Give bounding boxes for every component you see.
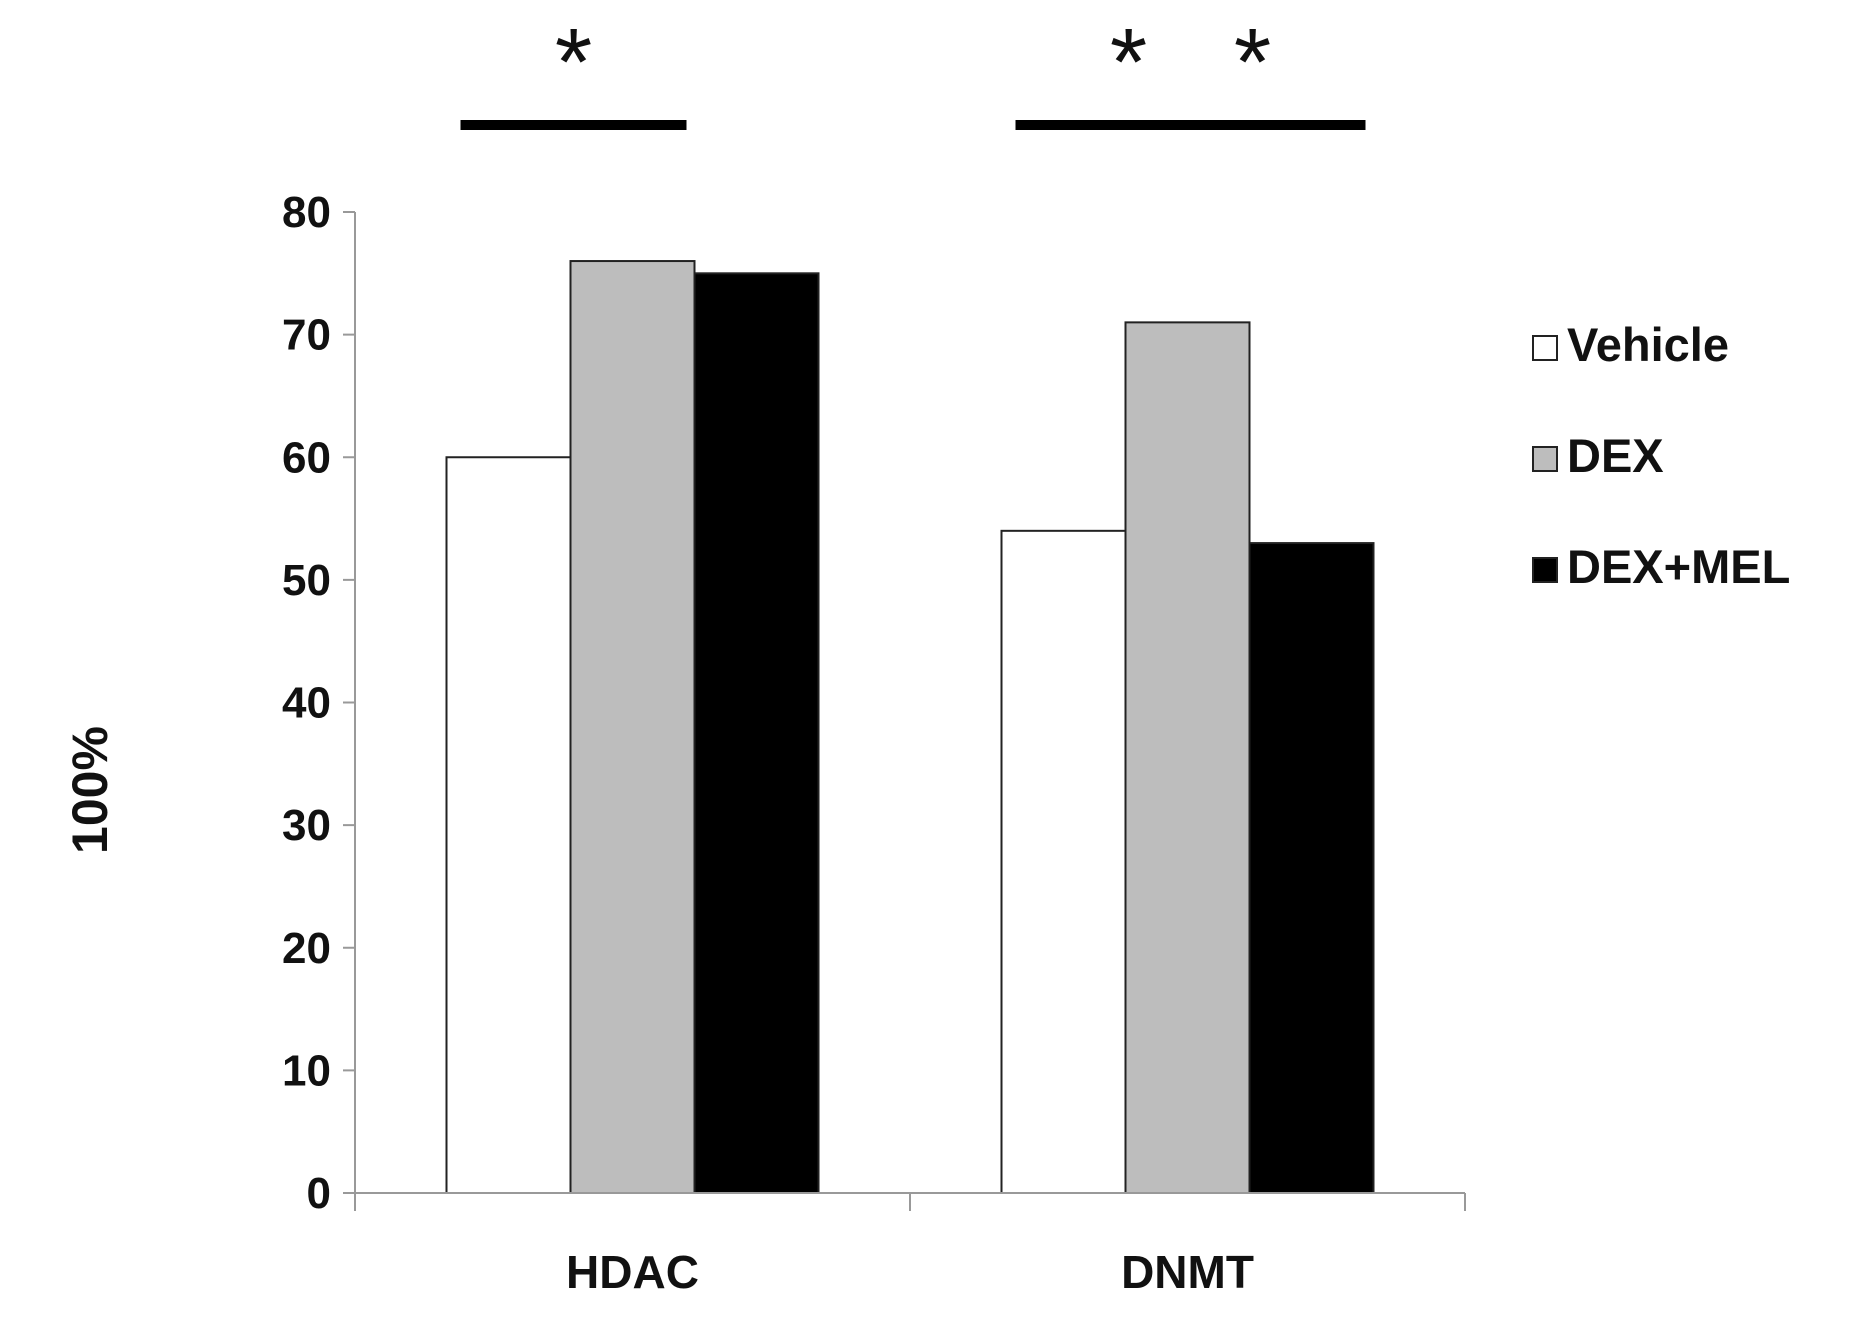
bar-dex-mel-dnmt	[1248, 542, 1375, 1194]
y-axis-title: 100%	[62, 726, 118, 854]
y-tick-label: 0	[307, 1169, 331, 1218]
significance-star: *	[1234, 9, 1271, 116]
y-tick-label: 20	[282, 924, 331, 973]
x-category-label: DNMT	[1121, 1246, 1254, 1298]
y-tick-label: 40	[282, 679, 331, 728]
significance-star: *	[555, 9, 592, 116]
y-tick-label: 60	[282, 433, 331, 482]
legend-label: DEX	[1567, 429, 1664, 482]
legend-swatch-vehicle	[1532, 335, 1558, 361]
axes: 0 10 20 30 40 50 60 70 80 HDAC DNMT 100%	[62, 188, 1466, 1298]
significance-star: *	[1110, 9, 1147, 116]
legend-swatch-dex	[1532, 446, 1558, 472]
legend-label: Vehicle	[1567, 318, 1729, 371]
y-tick-label: 50	[282, 556, 331, 605]
y-tick-label: 10	[282, 1046, 331, 1095]
bars-layer	[445, 260, 1375, 1194]
y-tick-label: 70	[282, 311, 331, 360]
bar-vehicle-dnmt	[1000, 529, 1127, 1194]
legend-swatch-dex-mel	[1532, 557, 1558, 583]
y-tick-label: 30	[282, 801, 331, 850]
legend: Vehicle DEX DEX+MEL	[1532, 318, 1790, 593]
y-tick-label: 80	[282, 188, 331, 237]
bar-dex-hdac	[569, 260, 696, 1194]
bar-dex-dnmt	[1124, 321, 1251, 1194]
bar-dex-mel-hdac	[693, 272, 820, 1194]
x-category-label: HDAC	[566, 1246, 699, 1298]
legend-label: DEX+MEL	[1567, 540, 1790, 593]
significance-layer: * * *	[460, 9, 1366, 130]
bar-vehicle-hdac	[445, 456, 572, 1194]
